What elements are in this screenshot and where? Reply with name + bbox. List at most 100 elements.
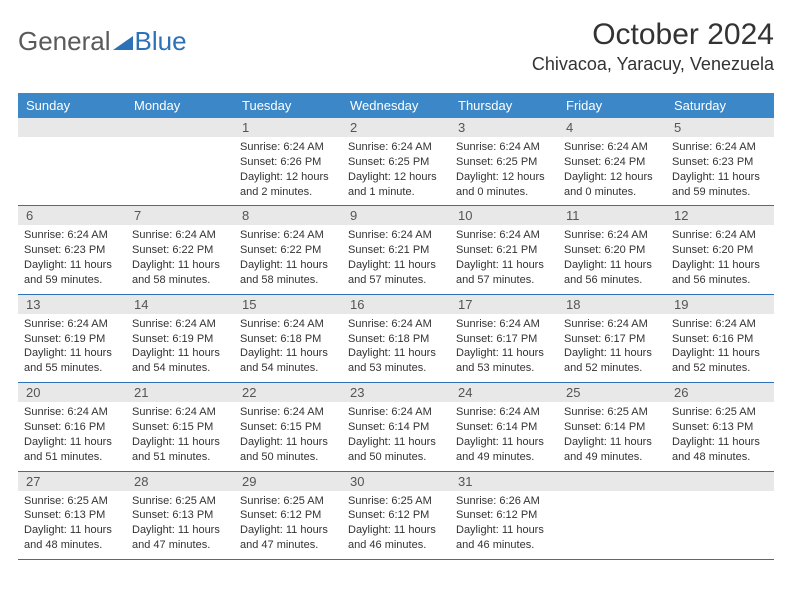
day-number: 14 — [126, 295, 234, 314]
sunrise-text: Sunrise: 6:24 AM — [132, 228, 228, 243]
day-number: 22 — [234, 383, 342, 402]
day-details — [666, 491, 774, 551]
sunrise-text: Sunrise: 6:24 AM — [348, 228, 444, 243]
calendar-day: 8Sunrise: 6:24 AMSunset: 6:22 PMDaylight… — [234, 206, 342, 293]
daylight-text: Daylight: 11 hours and 54 minutes. — [132, 346, 228, 376]
day-details: Sunrise: 6:24 AMSunset: 6:20 PMDaylight:… — [666, 225, 774, 293]
daylight-text: Daylight: 11 hours and 56 minutes. — [564, 258, 660, 288]
calendar-week: 13Sunrise: 6:24 AMSunset: 6:19 PMDayligh… — [18, 295, 774, 383]
sunrise-text: Sunrise: 6:24 AM — [564, 140, 660, 155]
daylight-text: Daylight: 11 hours and 55 minutes. — [24, 346, 120, 376]
day-number: 13 — [18, 295, 126, 314]
daylight-text: Daylight: 11 hours and 58 minutes. — [240, 258, 336, 288]
day-details: Sunrise: 6:24 AMSunset: 6:18 PMDaylight:… — [342, 314, 450, 382]
calendar-week: 6Sunrise: 6:24 AMSunset: 6:23 PMDaylight… — [18, 206, 774, 294]
day-number: 8 — [234, 206, 342, 225]
month-title: October 2024 — [532, 18, 774, 52]
day-header: Friday — [558, 93, 666, 118]
sunrise-text: Sunrise: 6:24 AM — [672, 317, 768, 332]
day-header: Monday — [126, 93, 234, 118]
day-number: 16 — [342, 295, 450, 314]
calendar-day: 1Sunrise: 6:24 AMSunset: 6:26 PMDaylight… — [234, 118, 342, 205]
daylight-text: Daylight: 11 hours and 52 minutes. — [672, 346, 768, 376]
calendar-day: 3Sunrise: 6:24 AMSunset: 6:25 PMDaylight… — [450, 118, 558, 205]
sunset-text: Sunset: 6:15 PM — [240, 420, 336, 435]
daylight-text: Daylight: 11 hours and 46 minutes. — [348, 523, 444, 553]
calendar-day: 21Sunrise: 6:24 AMSunset: 6:15 PMDayligh… — [126, 383, 234, 470]
calendar-day: 2Sunrise: 6:24 AMSunset: 6:25 PMDaylight… — [342, 118, 450, 205]
day-number: 11 — [558, 206, 666, 225]
day-details: Sunrise: 6:24 AMSunset: 6:17 PMDaylight:… — [450, 314, 558, 382]
sunset-text: Sunset: 6:25 PM — [456, 155, 552, 170]
day-details: Sunrise: 6:25 AMSunset: 6:13 PMDaylight:… — [666, 402, 774, 470]
day-number: 2 — [342, 118, 450, 137]
sunrise-text: Sunrise: 6:25 AM — [348, 494, 444, 509]
sunset-text: Sunset: 6:24 PM — [564, 155, 660, 170]
sunset-text: Sunset: 6:20 PM — [564, 243, 660, 258]
day-details: Sunrise: 6:25 AMSunset: 6:12 PMDaylight:… — [234, 491, 342, 559]
sunset-text: Sunset: 6:22 PM — [132, 243, 228, 258]
sunrise-text: Sunrise: 6:24 AM — [132, 405, 228, 420]
day-details: Sunrise: 6:24 AMSunset: 6:19 PMDaylight:… — [18, 314, 126, 382]
day-number: 30 — [342, 472, 450, 491]
sunrise-text: Sunrise: 6:24 AM — [240, 228, 336, 243]
sunset-text: Sunset: 6:26 PM — [240, 155, 336, 170]
calendar-day: 25Sunrise: 6:25 AMSunset: 6:14 PMDayligh… — [558, 383, 666, 470]
daylight-text: Daylight: 11 hours and 58 minutes. — [132, 258, 228, 288]
sunrise-text: Sunrise: 6:25 AM — [132, 494, 228, 509]
day-number: 9 — [342, 206, 450, 225]
calendar-day: 12Sunrise: 6:24 AMSunset: 6:20 PMDayligh… — [666, 206, 774, 293]
calendar-body: 1Sunrise: 6:24 AMSunset: 6:26 PMDaylight… — [18, 118, 774, 560]
day-number: 31 — [450, 472, 558, 491]
day-details: Sunrise: 6:24 AMSunset: 6:23 PMDaylight:… — [666, 137, 774, 205]
daylight-text: Daylight: 11 hours and 49 minutes. — [564, 435, 660, 465]
day-number — [126, 118, 234, 137]
calendar-day: 23Sunrise: 6:24 AMSunset: 6:14 PMDayligh… — [342, 383, 450, 470]
calendar-day: 29Sunrise: 6:25 AMSunset: 6:12 PMDayligh… — [234, 472, 342, 559]
sunrise-text: Sunrise: 6:24 AM — [564, 317, 660, 332]
sunset-text: Sunset: 6:23 PM — [672, 155, 768, 170]
sunrise-text: Sunrise: 6:24 AM — [456, 405, 552, 420]
sunrise-text: Sunrise: 6:24 AM — [240, 405, 336, 420]
day-number: 26 — [666, 383, 774, 402]
sunrise-text: Sunrise: 6:24 AM — [564, 228, 660, 243]
day-details: Sunrise: 6:24 AMSunset: 6:15 PMDaylight:… — [126, 402, 234, 470]
calendar-day: 30Sunrise: 6:25 AMSunset: 6:12 PMDayligh… — [342, 472, 450, 559]
day-number — [18, 118, 126, 137]
calendar-day: 11 Sunrise: 6:24 AMSunset: 6:20 PMDayligh… — [558, 206, 666, 293]
sunset-text: Sunset: 6:16 PM — [24, 420, 120, 435]
sunrise-text: Sunrise: 6:24 AM — [348, 140, 444, 155]
day-number: 7 — [126, 206, 234, 225]
day-number: 20 — [18, 383, 126, 402]
calendar-day: 26Sunrise: 6:25 AMSunset: 6:13 PMDayligh… — [666, 383, 774, 470]
day-number: 23 — [342, 383, 450, 402]
day-details: Sunrise: 6:24 AMSunset: 6:14 PMDaylight:… — [450, 402, 558, 470]
day-number — [558, 472, 666, 491]
day-details: Sunrise: 6:24 AMSunset: 6:26 PMDaylight:… — [234, 137, 342, 205]
calendar-day: 28Sunrise: 6:25 AMSunset: 6:13 PMDayligh… — [126, 472, 234, 559]
sunrise-text: Sunrise: 6:24 AM — [456, 317, 552, 332]
sunrise-text: Sunrise: 6:24 AM — [348, 405, 444, 420]
sunset-text: Sunset: 6:14 PM — [564, 420, 660, 435]
day-details: Sunrise: 6:24 AMSunset: 6:18 PMDaylight:… — [234, 314, 342, 382]
sunset-text: Sunset: 6:25 PM — [348, 155, 444, 170]
daylight-text: Daylight: 11 hours and 57 minutes. — [456, 258, 552, 288]
calendar-day: 24Sunrise: 6:24 AMSunset: 6:14 PMDayligh… — [450, 383, 558, 470]
sunset-text: Sunset: 6:19 PM — [24, 332, 120, 347]
calendar-day: 4Sunrise: 6:24 AMSunset: 6:24 PMDaylight… — [558, 118, 666, 205]
sunrise-text: Sunrise: 6:24 AM — [24, 405, 120, 420]
calendar-day: 18Sunrise: 6:24 AMSunset: 6:17 PMDayligh… — [558, 295, 666, 382]
day-number: 25 — [558, 383, 666, 402]
daylight-text: Daylight: 11 hours and 48 minutes. — [672, 435, 768, 465]
sunrise-text: Sunrise: 6:25 AM — [24, 494, 120, 509]
day-details: Sunrise: 6:24 AMSunset: 6:24 PMDaylight:… — [558, 137, 666, 205]
day-details: Sunrise: 6:24 AMSunset: 6:21 PMDaylight:… — [450, 225, 558, 293]
header: General Blue October 2024 Chivacoa, Yara… — [18, 18, 774, 75]
calendar-day: 10Sunrise: 6:24 AMSunset: 6:21 PMDayligh… — [450, 206, 558, 293]
day-number: 19 — [666, 295, 774, 314]
daylight-text: Daylight: 12 hours and 0 minutes. — [564, 170, 660, 200]
day-details — [558, 491, 666, 551]
day-details: Sunrise: 6:24 AMSunset: 6:19 PMDaylight:… — [126, 314, 234, 382]
day-number: 4 — [558, 118, 666, 137]
calendar-day: 19Sunrise: 6:24 AMSunset: 6:16 PMDayligh… — [666, 295, 774, 382]
